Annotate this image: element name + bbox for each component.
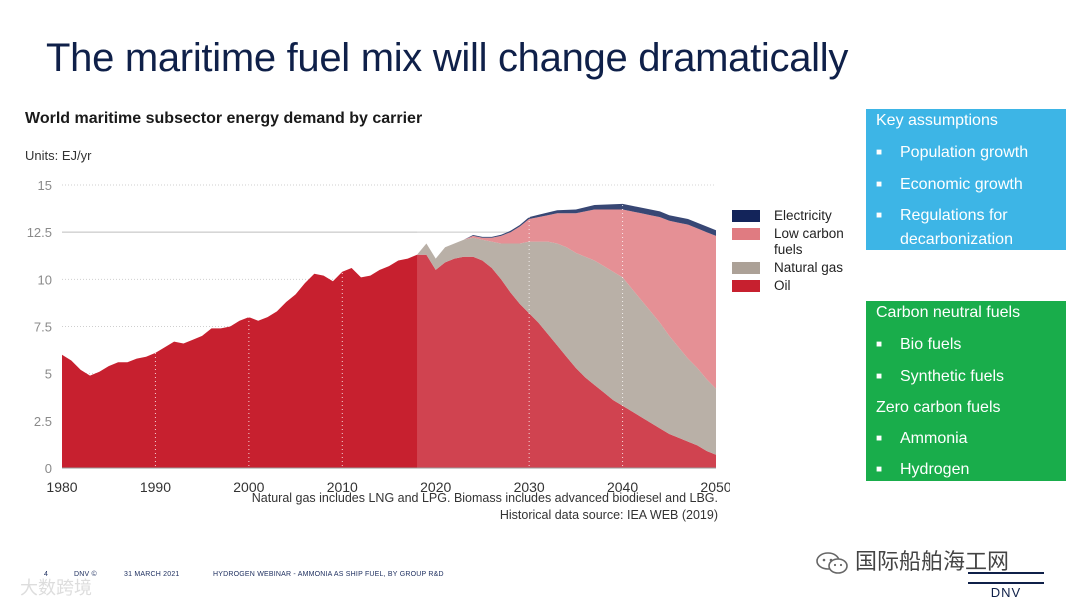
x-tick-label: 1980 — [46, 479, 77, 495]
forecast-shade — [417, 175, 716, 468]
x-tick-label: 2040 — [607, 479, 638, 495]
y-tick-label: 15 — [38, 178, 52, 193]
y-tick-label: 7.5 — [34, 320, 52, 335]
legend-item-low-carbon: Low carbon fuels — [732, 226, 858, 258]
legend-swatch-oil — [732, 280, 760, 292]
legend-label-natural-gas: Natural gas — [774, 260, 844, 275]
y-tick-label: 12.5 — [27, 225, 52, 240]
area-oil — [62, 254, 716, 468]
legend-label-low-carbon: Low carbon fuels — [774, 226, 844, 257]
legend-label-oil: Oil — [774, 278, 791, 293]
y-tick-label: 2.5 — [34, 414, 52, 429]
y-tick-label: 5 — [45, 367, 52, 382]
chart-units: Units: EJ/yr — [25, 148, 92, 163]
bullet-icon: ■ — [876, 464, 883, 476]
bullet-icon: ■ — [876, 339, 883, 351]
bullet-icon: ■ — [876, 210, 883, 222]
chart-title: World maritime subsector energy demand b… — [25, 110, 423, 127]
legend-item-oil: Oil — [732, 278, 858, 294]
x-tick-label: 2010 — [327, 479, 358, 495]
wechat-account-name: 国际船舶海工网 — [855, 549, 1010, 574]
wechat-icon — [816, 552, 848, 574]
legend-swatch-low-carbon — [732, 228, 760, 240]
footer-date: 31 MARCH 2021 — [124, 571, 180, 578]
fuels-panel: Carbon neutral fuels ■ Bio fuels ■ Synthet… — [866, 301, 1066, 481]
slide-title: The maritime fuel mix will change dramat… — [46, 36, 849, 80]
bullet-icon: ■ — [876, 179, 883, 191]
legend-label-electricity: Electricity — [774, 208, 832, 223]
footnote-gas: Natural gas includes LNG and LPG. Biomas… — [251, 491, 718, 505]
x-tick-label: 1990 — [140, 479, 171, 495]
legend-item-natural-gas: Natural gas — [732, 260, 858, 276]
y-tick-label: 0 — [45, 461, 52, 476]
x-tick-label: 2030 — [514, 479, 545, 495]
zero-carbon-fuels-title: Zero carbon fuels — [876, 399, 1001, 416]
key-assumptions-panel: Key assumptions ■ Population growth ■ Econ… — [866, 109, 1066, 250]
y-tick-label: 10 — [38, 272, 52, 287]
key-assumption-item: ■ Economic growth — [876, 176, 1023, 193]
dnv-logo: DNV — [968, 572, 1044, 600]
chart-legend: Electricity Low carbon fuels Natural gas… — [732, 208, 858, 296]
fuel-item: ■ Synthetic fuels — [876, 368, 1005, 385]
dnv-logo-text: DNV — [990, 585, 1022, 600]
fuel-item: ■ Ammonia — [876, 430, 968, 447]
footer-brand: DNV © — [74, 571, 97, 578]
dnv-logo-mark — [968, 572, 1044, 584]
energy-demand-chart: 0 2.5 5 7.5 10 12.5 15 1980 1990 2000 2010 2020 2030… — [27, 175, 730, 495]
key-assumption-item: ■ Regulations for — [876, 207, 1008, 224]
legend-swatch-electricity — [732, 210, 760, 222]
area-low-carbon-fuels — [62, 209, 716, 389]
key-assumption-item-continued: decarbonization — [900, 231, 1013, 248]
watermark-text: 大数跨境 — [20, 578, 92, 598]
bullet-icon: ■ — [876, 147, 883, 159]
footer-page-number: 4 — [44, 571, 49, 578]
bullet-icon: ■ — [876, 433, 883, 445]
key-assumption-item: ■ Population growth — [876, 144, 1029, 161]
area-natural-gas — [62, 237, 716, 455]
x-tick-label: 2000 — [233, 479, 264, 495]
key-assumptions-title: Key assumptions — [876, 112, 998, 129]
carbon-neutral-fuels-title: Carbon neutral fuels — [876, 304, 1021, 321]
footnote-source: Historical data source: IEA WEB (2019) — [499, 508, 718, 522]
footer-event: HYDROGEN WEBINAR - AMMONIA AS SHIP FUEL,… — [213, 571, 444, 578]
x-tick-label: 2020 — [420, 479, 451, 495]
fuel-item: ■ Bio fuels — [876, 336, 962, 353]
legend-swatch-natural-gas — [732, 262, 760, 274]
fuel-item: ■ Hydrogen — [876, 461, 970, 478]
bullet-icon: ■ — [876, 371, 883, 383]
legend-item-electricity: Electricity — [732, 208, 858, 224]
x-tick-label: 2050 — [700, 479, 730, 495]
wechat-account: 国际船舶海工网 — [815, 544, 1009, 576]
